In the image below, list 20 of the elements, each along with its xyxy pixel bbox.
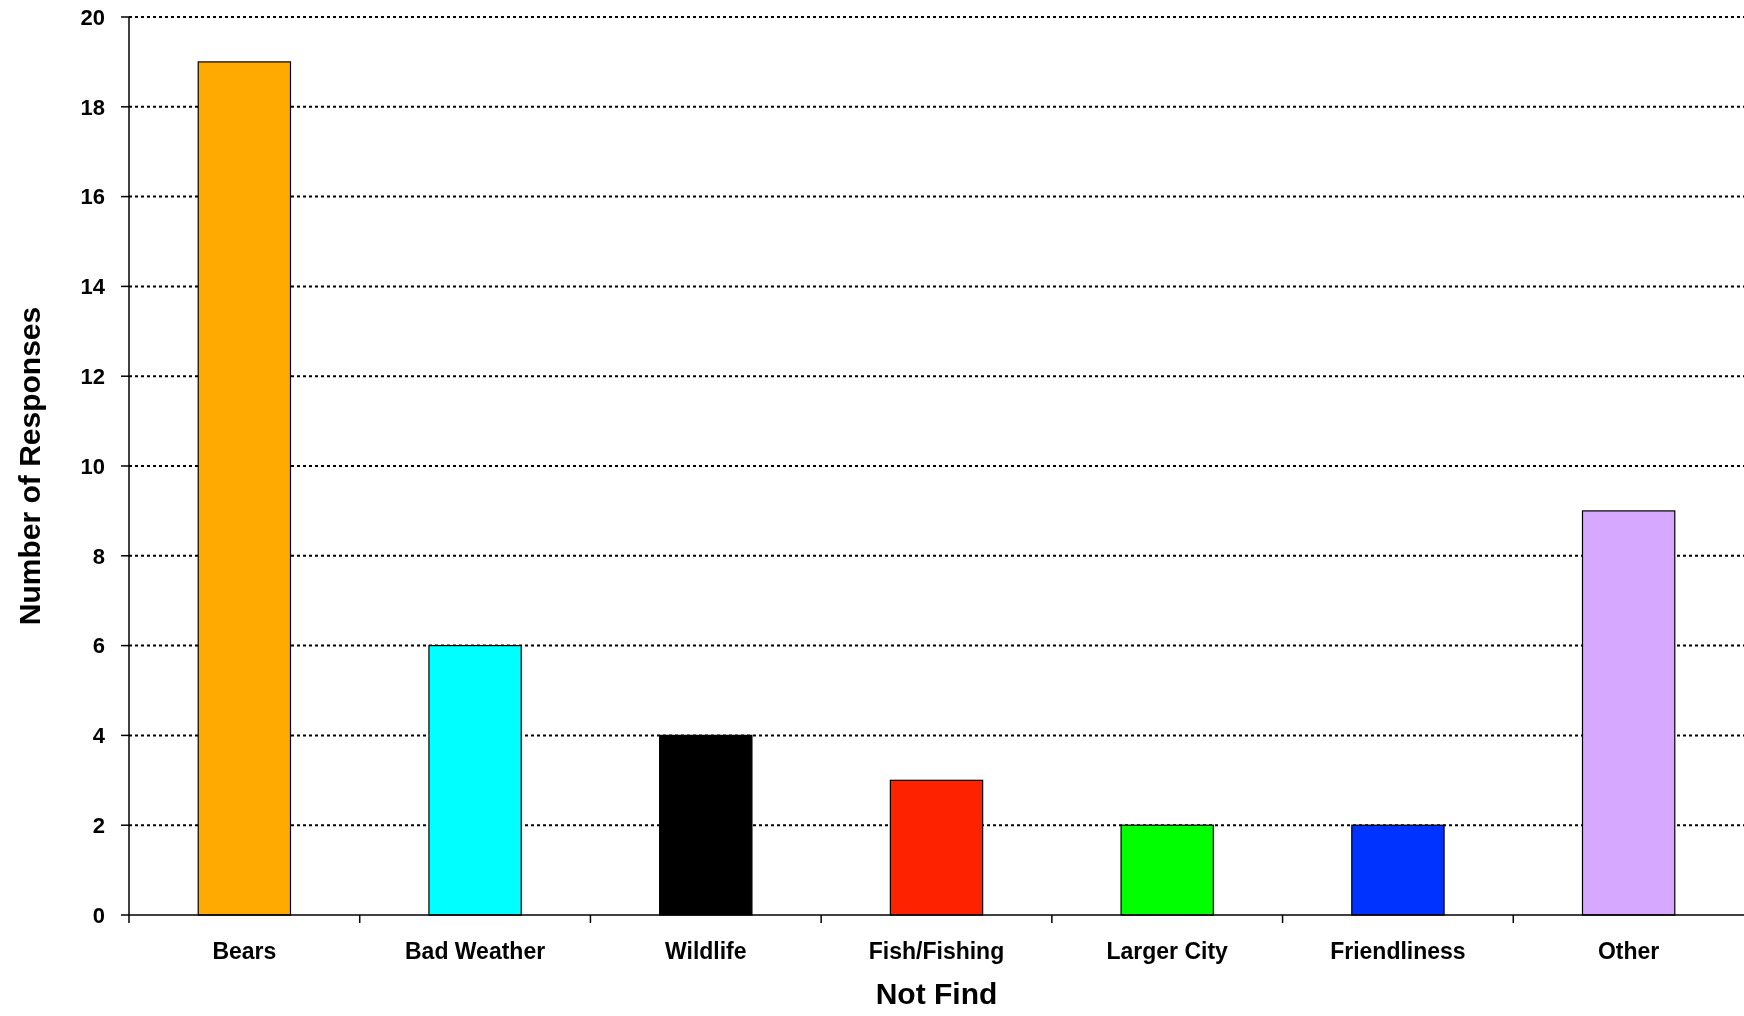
y-tick-label: 18 [80,94,105,120]
y-tick-label: 20 [80,4,105,30]
x-tick-label: Bad Weather [404,938,546,964]
x-tick-label: Larger City [1106,938,1229,964]
y-tick-label: 4 [92,723,106,749]
y-tick-label: 2 [92,812,105,838]
y-tick-label: 16 [80,184,105,210]
y-tick-label: 6 [92,633,105,659]
y-axis-title: Number of Responses [13,306,46,626]
x-axis-title: Not Find [875,977,998,1010]
x-tick-label: Fish/Fishing [868,938,1005,964]
x-tick-label: Other [1597,938,1660,964]
y-tick-label: 10 [80,453,105,479]
x-tick-label: Friendliness [1330,938,1466,964]
y-tick-label: 14 [80,274,106,300]
y-tick-label: 12 [80,363,105,389]
x-tick-label: Wildlife [665,938,747,964]
y-tick-label: 8 [92,543,105,569]
y-tick-label: 0 [92,902,105,928]
x-tick-label: Bears [212,938,277,964]
